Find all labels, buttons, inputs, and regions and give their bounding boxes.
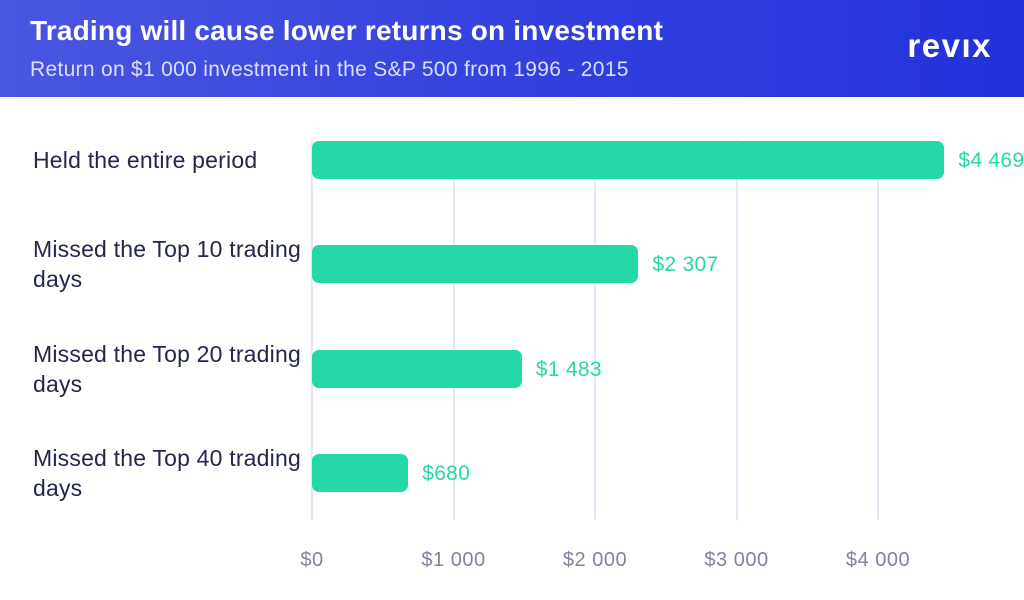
x-tick-label: $4 000 [845, 549, 911, 571]
x-tick-label: $2 000 [562, 549, 628, 571]
chart-subtitle: Return on $1 000 investment in the S&P 5… [30, 58, 629, 81]
category-label: Missed the Top 20 trading days [33, 340, 301, 397]
category-label: Missed the Top 10 trading days [33, 236, 301, 293]
x-tick-label: $1 000 [421, 549, 486, 571]
gridline-$4000 [877, 140, 879, 521]
value-label: $2 307 [652, 253, 719, 277]
bar [312, 245, 639, 284]
bar-chart: Held the entire period $4 469 Missed the T… [0, 97, 1024, 600]
gridline-$0 [311, 140, 313, 521]
x-tick-label: $3 000 [704, 549, 769, 571]
bar [312, 141, 945, 179]
bar [312, 349, 522, 388]
category-label: Missed the Top 40 trading days [33, 444, 301, 501]
value-label: $1 483 [535, 357, 602, 381]
gridline-$3000 [735, 140, 738, 521]
gridline-$1000 [452, 140, 455, 521]
category-label: Held the entire period [33, 147, 258, 173]
header-banner: Trading will cause lower returns on inve… [0, 0, 1024, 97]
x-tick-label: $0 [300, 549, 324, 571]
gridline-$2000 [594, 140, 596, 521]
bar [312, 453, 409, 492]
value-label: $680 [422, 461, 471, 485]
chart-title: Trading will cause lower returns on inve… [30, 15, 664, 46]
value-label: $4 469 [958, 149, 1024, 172]
revix-logo: revıx [907, 27, 992, 64]
